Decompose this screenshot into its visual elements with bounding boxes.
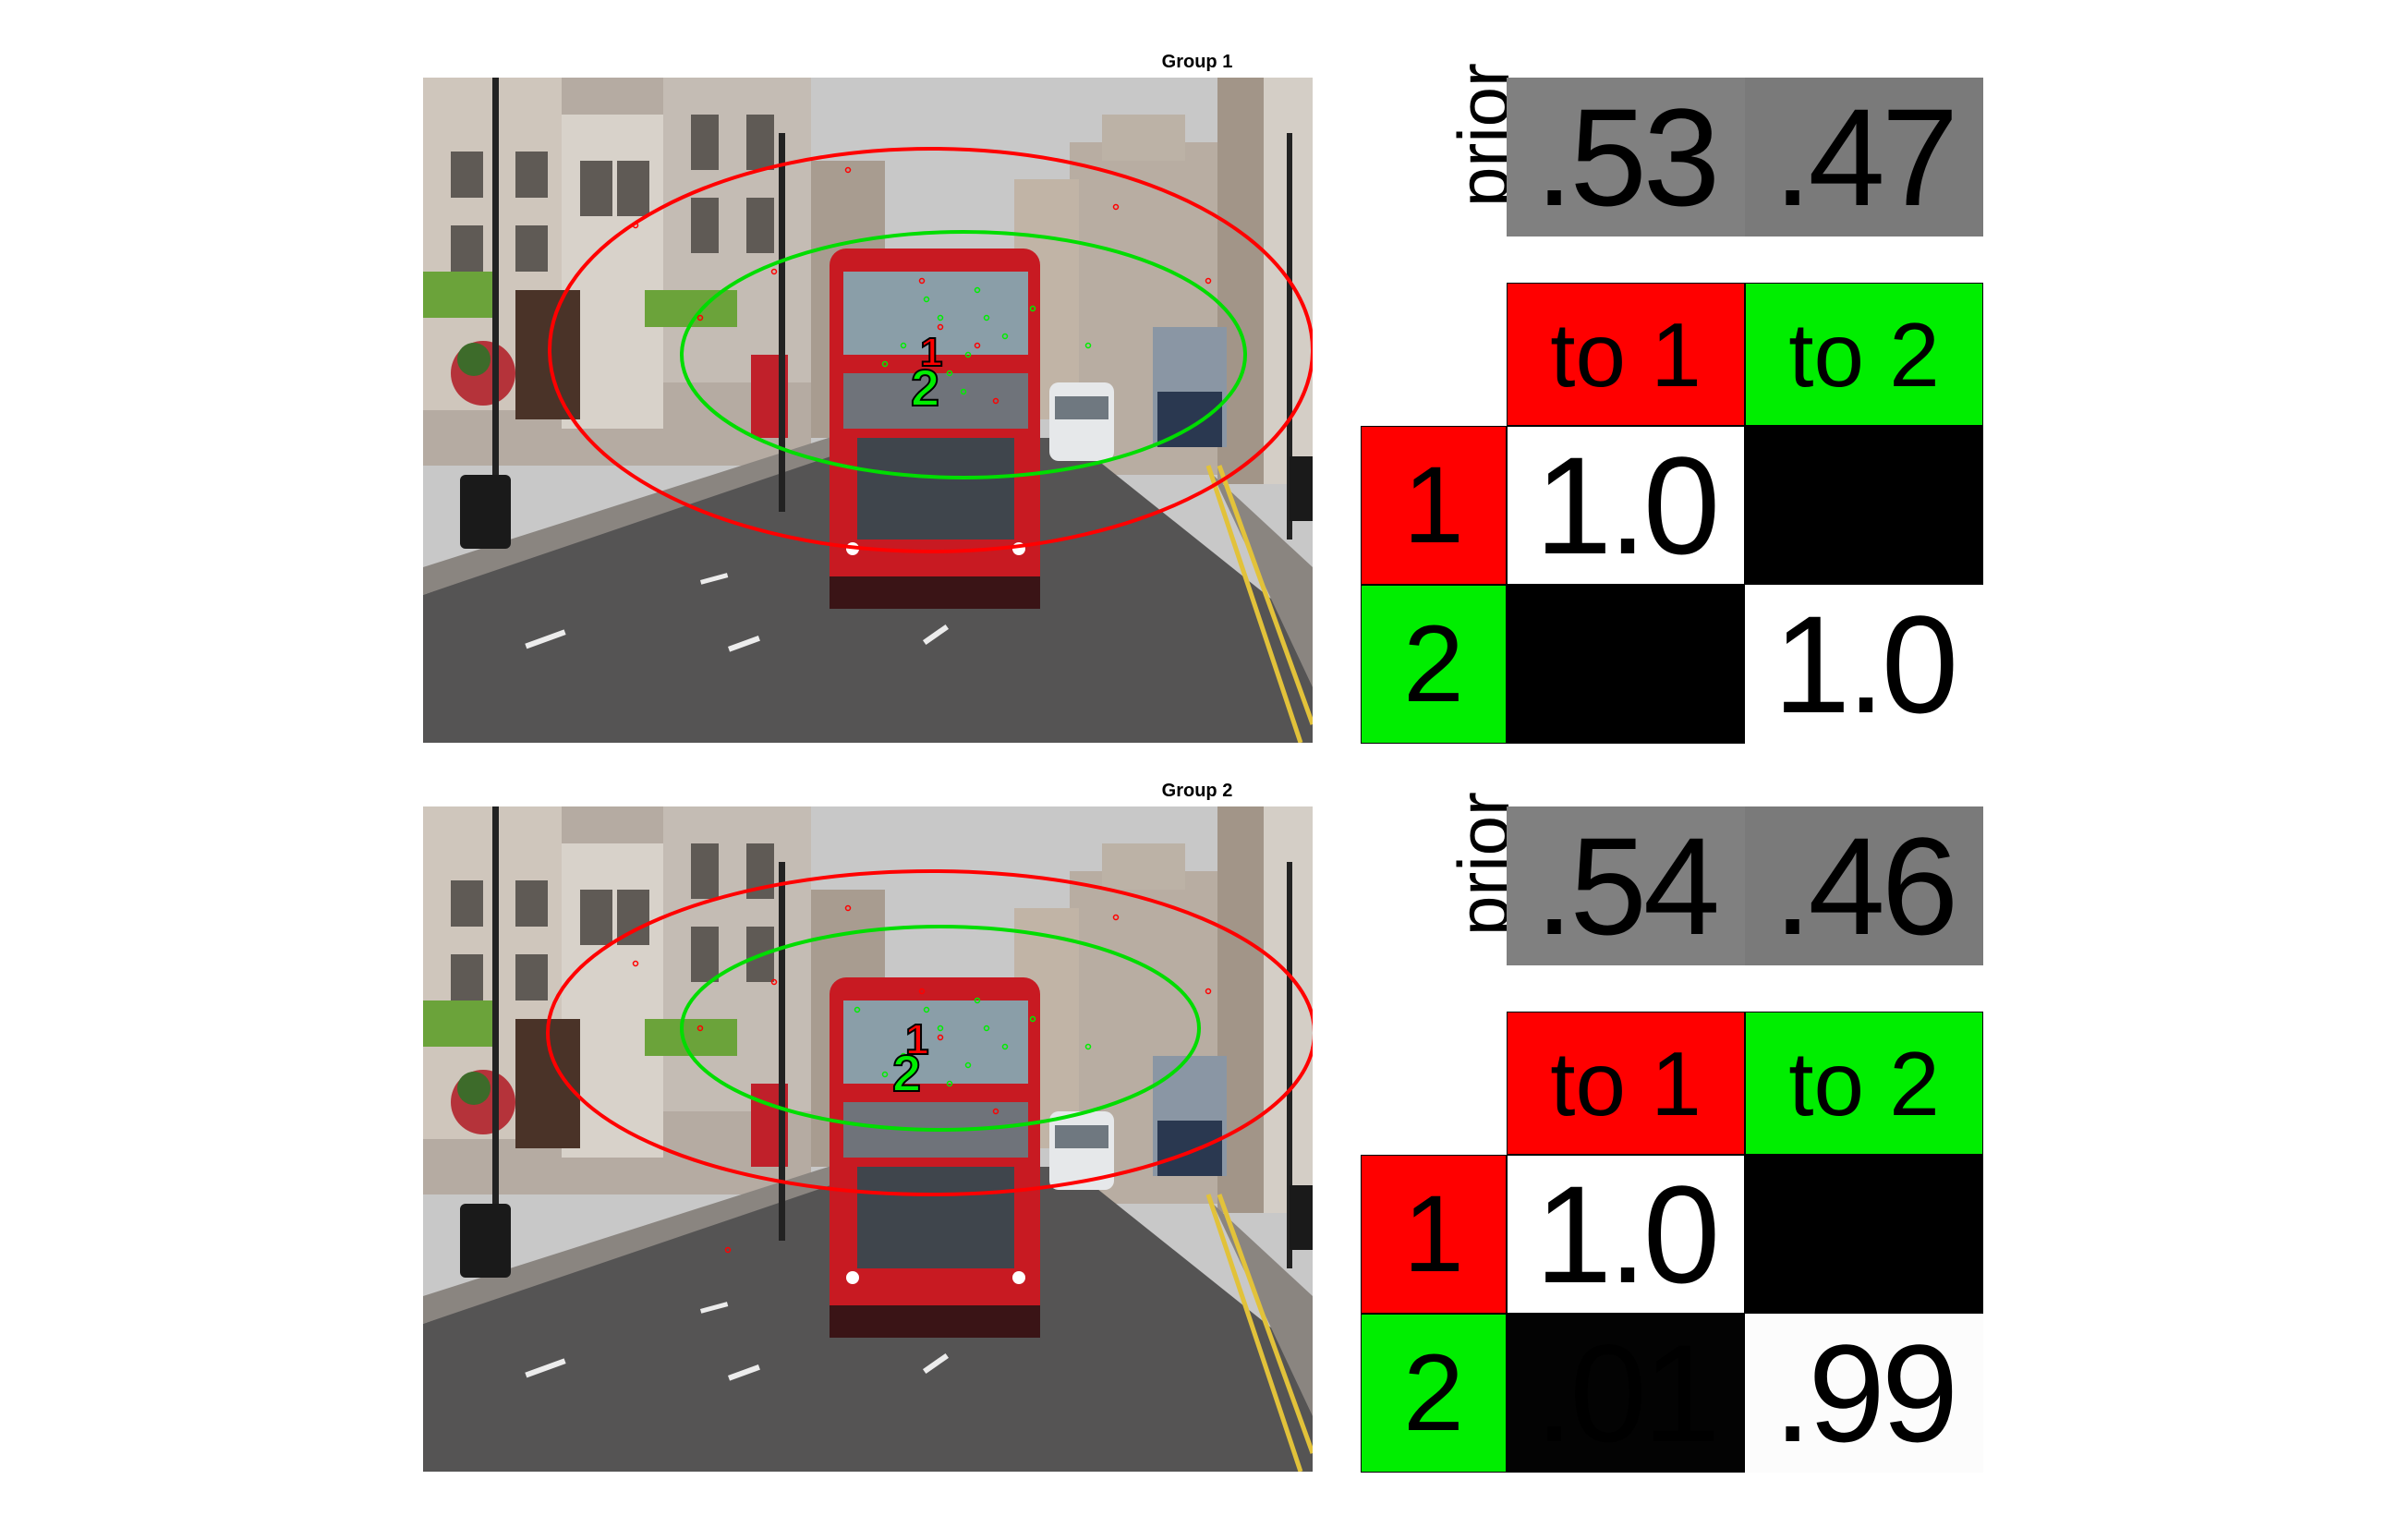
prior-value-1: .54 [1507, 806, 1745, 965]
prior-value-2: .47 [1745, 78, 1983, 236]
matrix-cell-2-2: 1.0 [1745, 585, 1983, 744]
state-2-marker: 2 [911, 358, 939, 417]
state-2-marker: 2 [892, 1044, 921, 1102]
matrix-cell-2-2: .99 [1745, 1314, 1983, 1473]
group-title: Group 1 [1161, 52, 1233, 72]
matrix-cell-2-1: .01 [1507, 1314, 1745, 1473]
col-header-to-1: to 1 [1507, 1012, 1745, 1155]
state-1-marker: 1 [920, 330, 942, 375]
row-header-2: 2 [1361, 1314, 1507, 1473]
matrix-cell-1-1: 1.0 [1507, 1155, 1745, 1314]
row-header-2: 2 [1361, 585, 1507, 744]
row-header-1: 1 [1361, 426, 1507, 585]
group-title: Group 2 [1161, 781, 1233, 801]
matrix-cell-1-2 [1745, 1155, 1983, 1314]
col-header-to-2: to 2 [1745, 283, 1983, 426]
prior-value-2: .46 [1745, 806, 1983, 965]
street-scene-image: 1 2 [423, 806, 1313, 1472]
row-header-1: 1 [1361, 1155, 1507, 1314]
matrix-cell-1-2 [1745, 426, 1983, 585]
col-header-to-2: to 2 [1745, 1012, 1983, 1155]
street-scene-image: 1 2 [423, 78, 1313, 743]
matrix-cell-1-1: 1.0 [1507, 426, 1745, 585]
col-header-to-1: to 1 [1507, 283, 1745, 426]
prior-value-1: .53 [1507, 78, 1745, 236]
matrix-cell-2-1 [1507, 585, 1745, 744]
state-1-marker: 1 [905, 1015, 929, 1063]
